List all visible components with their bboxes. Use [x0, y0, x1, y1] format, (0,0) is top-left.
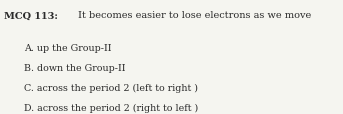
Text: B. down the Group-II: B. down the Group-II	[24, 63, 126, 72]
Text: It becomes easier to lose electrons as we move: It becomes easier to lose electrons as w…	[78, 11, 311, 20]
Text: D. across the period 2 (right to left ): D. across the period 2 (right to left )	[24, 103, 198, 112]
Text: MCQ 113:: MCQ 113:	[4, 11, 62, 20]
Text: C. across the period 2 (left to right ): C. across the period 2 (left to right )	[24, 83, 198, 92]
Text: A. up the Group-II: A. up the Group-II	[24, 43, 111, 52]
